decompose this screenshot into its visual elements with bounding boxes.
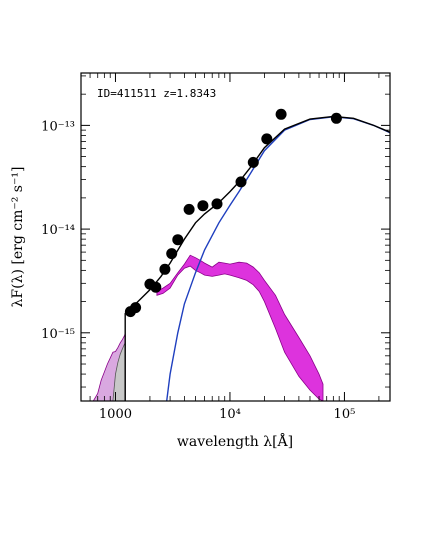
data-point xyxy=(330,112,342,124)
data-point xyxy=(275,108,287,120)
galaxy-model-line xyxy=(166,116,390,401)
agn-magenta-band xyxy=(156,254,324,401)
x-tick-label: 10⁴ xyxy=(219,407,241,422)
tick-labels: 1000 10⁴ 10⁵ 10⁻¹⁵ 10⁻¹⁴ 10⁻¹³ xyxy=(41,119,355,422)
data-point xyxy=(130,302,142,314)
x-tick-label: 10⁵ xyxy=(334,407,356,422)
data-point xyxy=(235,176,247,188)
source-annotation: ID=411511 z=1.8343 xyxy=(97,87,216,100)
data-point xyxy=(159,263,171,275)
data-point xyxy=(197,200,209,212)
x-axis-label: wavelength λ[Å] xyxy=(177,432,293,450)
data-point xyxy=(166,248,178,260)
data-point xyxy=(247,156,259,168)
tick-marks xyxy=(80,73,390,401)
y-tick-label: 10⁻¹⁵ xyxy=(41,327,75,342)
data-point xyxy=(211,198,223,210)
data-point xyxy=(183,203,195,215)
plot-frame xyxy=(80,72,391,402)
y-axis-label: λF(λ) [erg cm⁻² s⁻¹] xyxy=(10,167,26,308)
y-tick-label: 10⁻¹⁴ xyxy=(41,223,75,238)
y-tick-label: 10⁻¹³ xyxy=(41,119,75,134)
data-point xyxy=(150,281,162,293)
x-tick-label: 1000 xyxy=(99,407,132,422)
data-point xyxy=(172,234,184,246)
data-points xyxy=(124,108,342,318)
data-point xyxy=(261,133,273,145)
fill-layer xyxy=(92,254,324,401)
